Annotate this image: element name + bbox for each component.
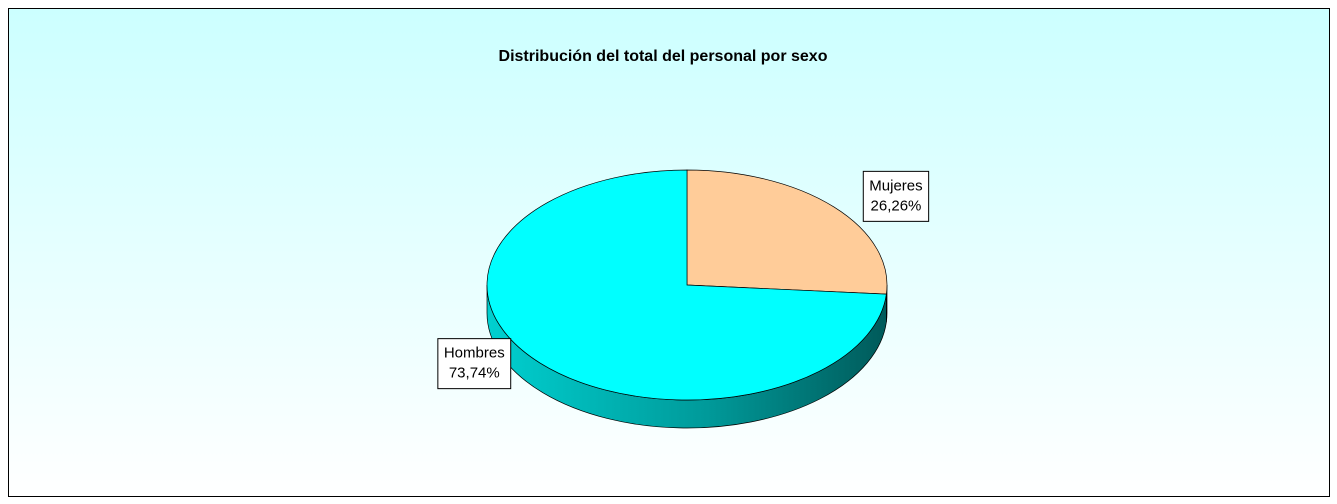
data-label-box xyxy=(862,170,930,222)
data-label-category: Mujeres xyxy=(869,177,922,194)
data-label-value: 26,26% xyxy=(871,197,922,214)
data-label-value: 73,74% xyxy=(449,365,500,382)
data-label: Hombres 73,74% xyxy=(437,338,512,390)
pie-slice xyxy=(686,169,888,295)
chart-title: Distribución del total del personal por … xyxy=(499,48,828,65)
data-label-box xyxy=(437,338,512,390)
pie-slice xyxy=(486,169,887,401)
data-label: Mujeres 26,26% xyxy=(862,170,930,222)
data-label-category: Hombres xyxy=(444,345,505,362)
